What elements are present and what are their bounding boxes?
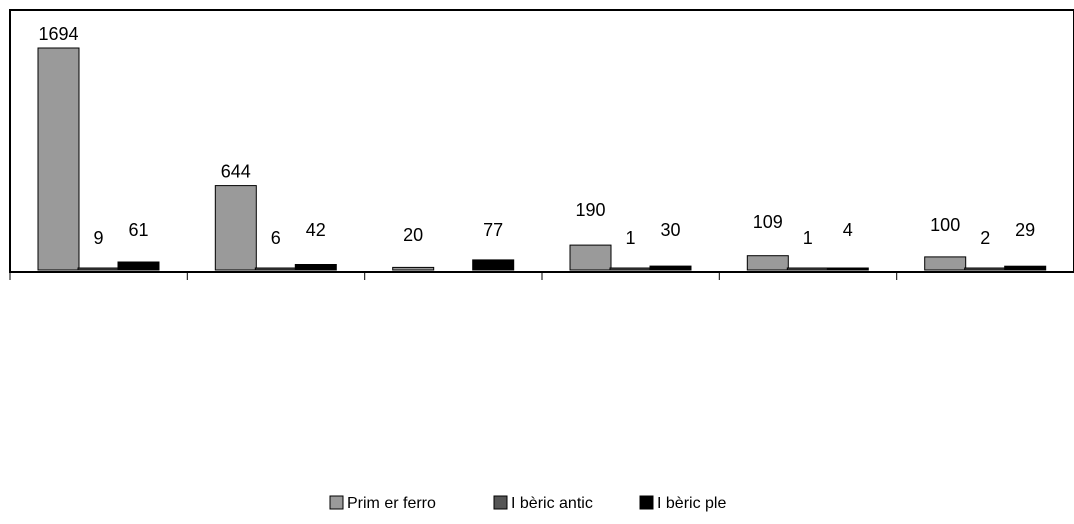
x-axis-ticks	[9, 272, 898, 280]
data-label-0-3: 190	[575, 200, 605, 220]
bar-primer-ferro-1	[214, 185, 257, 271]
bar-iberic-antic-1	[254, 267, 297, 271]
bar-iberic-ple-4	[826, 267, 869, 271]
bar-iberic-antic-4	[786, 267, 829, 271]
bar-iberic-antic-3	[609, 267, 652, 271]
bar-primer-ferro-5	[924, 256, 967, 271]
data-label-0-5: 100	[930, 215, 960, 235]
data-label-2-1: 42	[306, 220, 326, 240]
bar-iberic-ple-0	[117, 261, 160, 271]
data-labels-layer: 1694 9 61 644 6 42 20 77 190 1 30 109 1 4 100 2 29	[38, 24, 1035, 248]
bar-iberic-ple-3	[649, 265, 692, 271]
bar-primer-ferro-0	[37, 47, 80, 271]
data-label-0-0: 1694	[38, 24, 78, 44]
bar-iberic-ple-1	[294, 264, 337, 271]
legend: Prim er ferro I bèric antic I bèric ple	[329, 495, 726, 512]
legend-swatch-0	[329, 495, 344, 510]
plot-area-frame	[9, 9, 1074, 273]
data-label-2-5: 29	[1015, 220, 1035, 240]
data-label-2-0: 61	[128, 220, 148, 240]
bar-iberic-antic-5	[964, 267, 1007, 271]
bar-iberic-ple-5	[1004, 265, 1047, 271]
legend-swatch-2	[639, 495, 654, 510]
data-label-0-1: 644	[221, 162, 251, 182]
bar-primer-ferro-4	[746, 255, 789, 271]
data-label-0-2: 20	[403, 225, 423, 245]
data-label-2-3: 30	[660, 220, 680, 240]
data-label-1-0: 9	[93, 228, 103, 248]
data-label-2-2: 77	[483, 220, 503, 240]
data-label-1-5: 2	[980, 228, 990, 248]
bars-layer	[37, 47, 1047, 271]
bar-iberic-antic-0	[77, 267, 120, 271]
legend-label-0: Prim er ferro	[347, 495, 436, 512]
bar-primer-ferro-2	[392, 266, 435, 271]
legend-label-2: I bèric ple	[657, 495, 726, 512]
data-label-2-4: 4	[843, 220, 853, 240]
data-label-1-4: 1	[803, 228, 813, 248]
bar-iberic-ple-2	[472, 259, 515, 271]
legend-label-1: I bèric antic	[511, 495, 593, 512]
data-label-1-1: 6	[271, 228, 281, 248]
data-label-1-3: 1	[625, 228, 635, 248]
bar-primer-ferro-3	[569, 244, 612, 271]
legend-swatch-1	[493, 495, 508, 510]
data-label-0-4: 109	[753, 212, 783, 232]
